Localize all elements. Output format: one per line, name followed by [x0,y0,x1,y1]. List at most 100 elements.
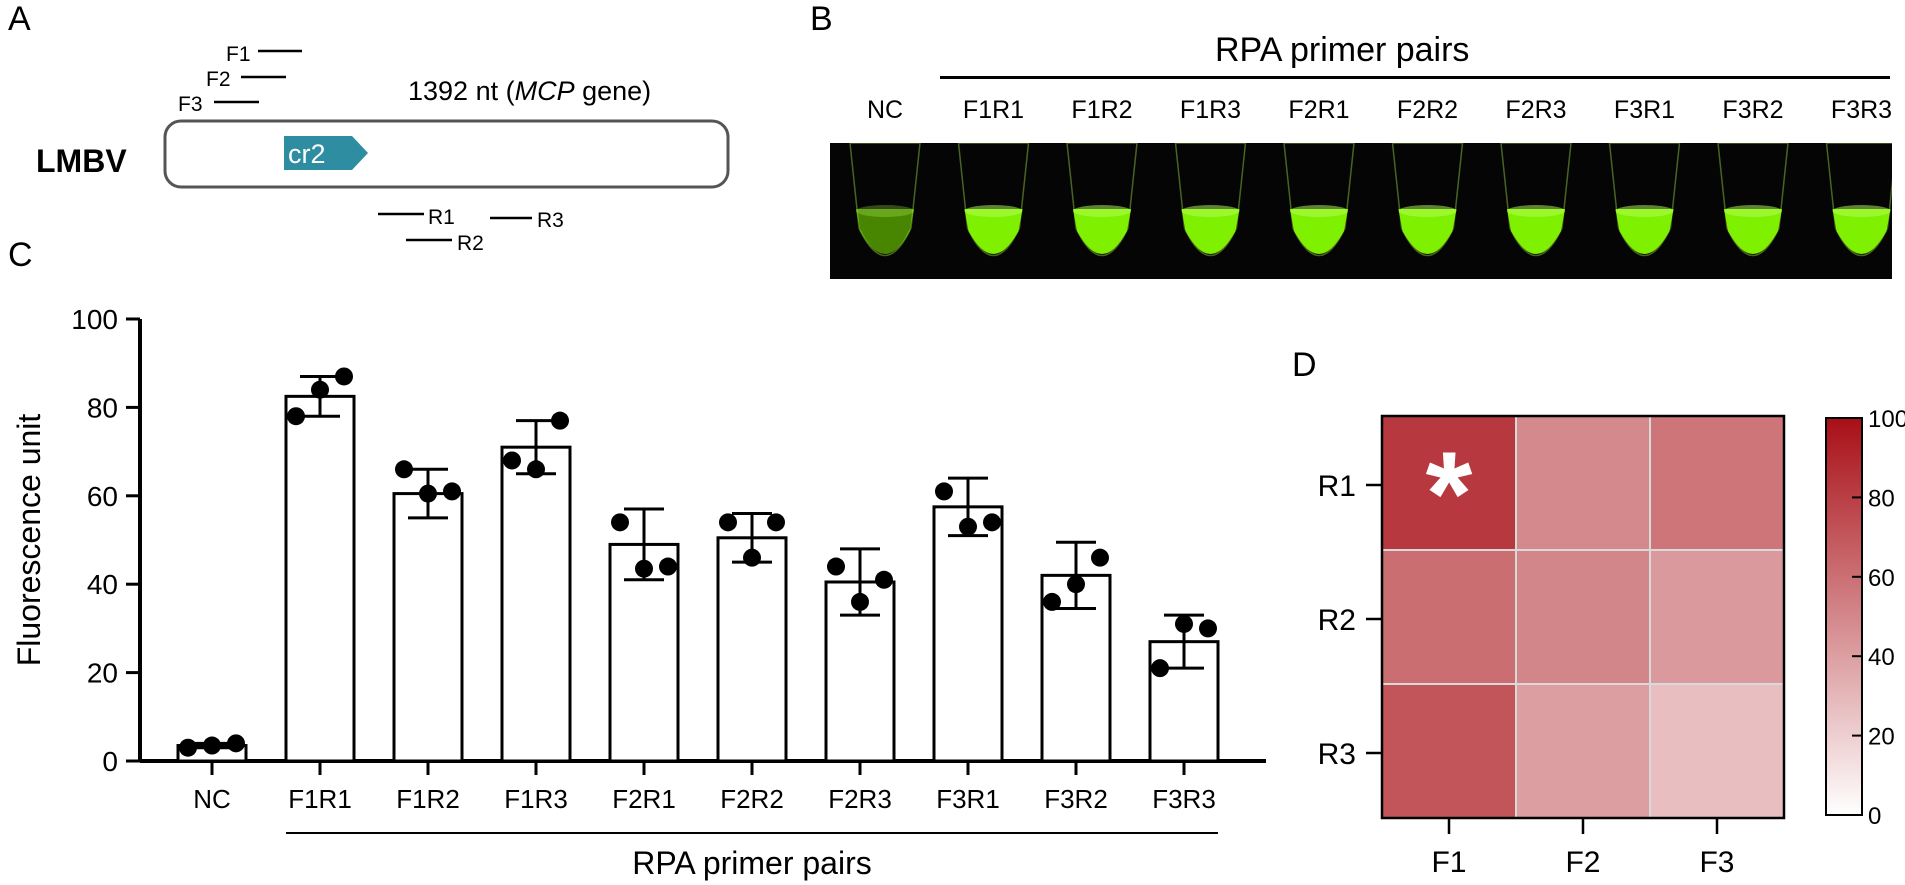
tube-fluorescence [1724,209,1782,254]
bar [284,394,356,763]
tube-meniscus [964,205,1023,217]
x-tick-label: F3R1 [936,784,1000,814]
data-point [827,557,845,576]
tube [1500,142,1572,257]
data-point [743,548,761,567]
bar [716,536,788,763]
data-point [1175,614,1193,633]
tube [1391,142,1464,257]
tube-fluorescence [964,209,1023,254]
bar [392,492,464,763]
tube-lane-label: F2R1 [1288,96,1350,124]
y-tick-label: 20 [87,658,118,689]
x-tick-label: F1R3 [504,784,568,814]
gene-box [163,119,730,189]
heatmap-cell [1515,415,1651,551]
gene-schematic: LMBV cr2 1392 nt (MCP gene) F1 F2 F3 R1 … [36,43,730,255]
data-point [203,736,221,755]
data-point [875,570,893,589]
tube-fluorescence [1507,209,1565,254]
tube-meniscus [1181,205,1240,217]
data-point [395,460,413,479]
data-point [443,482,461,501]
primer-label-r3: R3 [537,209,564,232]
x-tick-label: F3R2 [1044,784,1108,814]
x-tick-label: F2R3 [828,784,892,814]
data-point [527,460,545,479]
x-tick-label: F1R1 [288,784,352,814]
tube-meniscus [1507,205,1565,217]
y-tick-label: 60 [87,481,118,512]
tube [1717,142,1789,257]
heatmap-cell [1515,683,1651,819]
gene-length-label: 1392 nt (MCP gene) [408,76,651,106]
heatmap-cell [1381,415,1517,551]
tube-panel-header: RPA primer pairs [1215,31,1470,69]
panel-letter-b: B [810,0,833,38]
tube-lane-label: F1R3 [1179,96,1242,124]
data-point [503,451,521,470]
data-point [635,559,653,578]
colorbar-tick-label: 20 [1868,724,1895,751]
data-point [311,380,329,399]
tube-fluorescence [856,209,914,254]
tube-fluorescence [1073,209,1131,254]
data-point [659,557,677,576]
tube-lane-label: NC [866,96,904,124]
y-tick-label: 40 [87,569,118,600]
tube [957,142,1030,257]
tube-fluorescence [1615,209,1674,254]
heatmap-cell [1381,549,1517,685]
heatmap-cell [1649,549,1785,685]
bar [500,445,572,763]
data-point [1043,592,1061,611]
tube-lane-label: F1R2 [1071,96,1133,124]
data-point [1091,548,1109,567]
colorbar-tick-label: 80 [1868,485,1895,512]
gene-length-prefix: 1392 nt ( [408,76,515,106]
tube [1825,142,1898,257]
tube-lane-label: F3R1 [1613,96,1676,124]
colorbar [1825,417,1863,816]
heatmap-x-label: F3 [1699,846,1734,879]
tube-lane-label: F2R3 [1505,96,1567,124]
tube-lane-label: F3R2 [1722,96,1784,124]
tube [1174,142,1247,257]
tube-meniscus [1290,205,1348,217]
tube-lane-label: F2R2 [1396,96,1459,124]
y-tick-label: 0 [102,746,118,777]
heatmap-annotation: * [1426,427,1473,561]
heatmap-x-label: F1 [1431,846,1466,879]
data-point [1199,619,1217,638]
tube-lane-label: F1R1 [962,96,1025,124]
tube-photo-drawing [849,142,1898,257]
tube [1066,142,1138,257]
data-point [719,513,737,532]
data-point [851,592,869,611]
heatmap-cell [1381,683,1517,819]
data-point [551,411,569,430]
colorbar-tick-label: 60 [1868,565,1895,592]
x-tick-label: F2R1 [612,784,676,814]
primer-label-r2: R2 [457,232,484,255]
crrna-arrow [284,136,368,170]
tube [1283,142,1355,257]
x-tick-label: F1R2 [396,784,460,814]
data-point [767,513,785,532]
virus-label: LMBV [36,143,127,179]
y-tick-label: 100 [71,304,118,335]
data-point [419,484,437,503]
gene-name: MCP [515,76,575,106]
panel-letter-d: D [1292,346,1317,384]
data-point [227,734,245,753]
heatmap-frame [1380,414,1786,820]
data-point [983,513,1001,532]
tube-meniscus [1073,205,1131,217]
panel-letter-c: C [8,236,33,274]
tube-lane-label: F3R3 [1830,96,1893,124]
tube-fluorescence [1398,209,1457,254]
x-tick-label: NC [193,784,231,814]
data-point [935,482,953,501]
heatmap-cell [1515,549,1651,685]
primer-label-f3: F3 [178,93,203,116]
